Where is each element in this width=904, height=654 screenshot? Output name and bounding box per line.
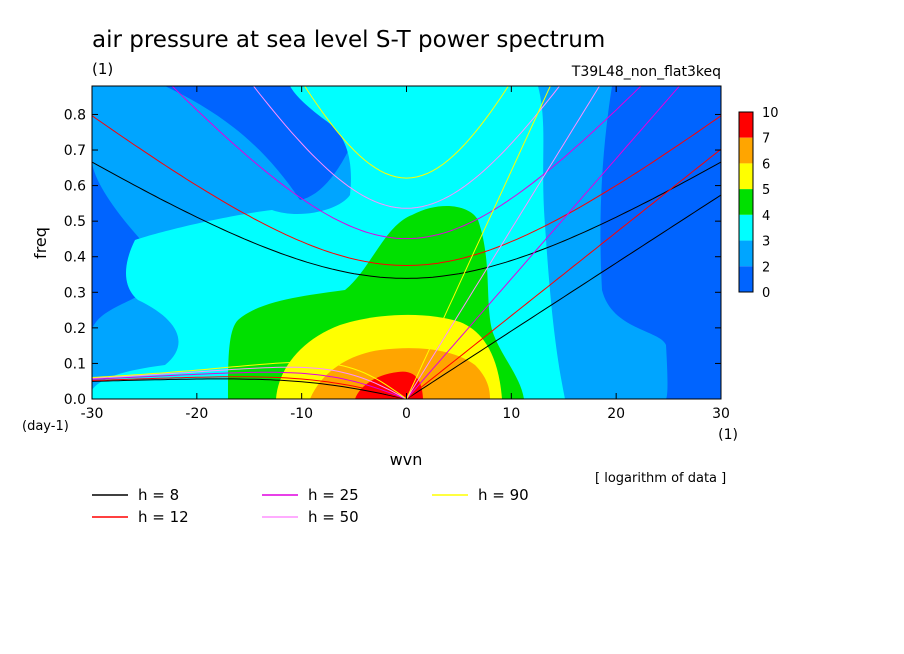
y-tick-label: 0.4 [64,250,86,266]
legend-label: h = 12 [138,508,189,526]
dispersion-curve [92,366,407,399]
x-axis-label: wvn [390,450,423,469]
colorbar-label: 0 [762,286,770,301]
x-axis-unit: (1) [718,427,738,443]
title-unit: (1) [92,60,113,78]
legend-label: h = 50 [308,508,359,526]
dispersion-curve [406,86,681,399]
chart-title: air pressure at sea level S-T power spec… [92,27,605,53]
colorbar: 10 7 6 5 4 3 2 0 [738,106,779,301]
legend: h = 8 h = 12 h = 25 h = 50 h = 90 [92,486,529,526]
colorbar-frame [738,111,754,293]
x-tick-label: 10 [502,406,520,422]
legend-label: h = 90 [478,486,529,504]
log-note: [ logarithm of data ] [595,471,726,486]
dispersion-curves [92,86,721,399]
dispersion-curve [92,376,407,399]
legend-label: h = 25 [308,486,359,504]
x-tick-label: 30 [712,406,730,422]
colorbar-swatch [739,266,753,292]
colorbar-label: 6 [762,157,770,172]
y-tick-label: 0.5 [64,214,86,230]
x-tick-label: -20 [185,406,208,422]
dispersion-curve [92,161,721,279]
x-axis: -30 -20 -10 0 10 20 30 [81,86,730,422]
y-axis-label: freq [31,227,50,259]
colorbar-swatch [739,137,753,164]
dispersion-curve [92,361,407,399]
colorbar-swatch [739,240,753,267]
y-tick-label: 0.2 [64,321,86,337]
y-tick-label: 0.7 [64,143,86,159]
plot-area [92,86,721,399]
colorbar-label: 5 [762,183,770,198]
legend-label: h = 8 [138,486,179,504]
dispersion-curve [304,86,509,179]
colorbar-swatch [739,163,753,190]
y-tick-label: 0.3 [64,285,86,301]
x-tick-label: -10 [290,406,313,422]
x-tick-label: 0 [402,406,411,422]
colorbar-swatch [739,214,753,241]
x-tick-label: 20 [607,406,625,422]
y-axis: 0.0 0.1 0.2 0.3 0.4 0.5 0.6 0.7 0.8 [64,107,721,408]
colorbar-label: 10 [762,106,779,121]
colorbar-swatch [739,189,753,215]
y-tick-label: 0.0 [64,392,86,408]
dispersion-curve [92,115,721,267]
colorbar-swatch [739,112,753,138]
dispersion-curve [171,86,642,240]
y-tick-label: 0.8 [64,107,86,123]
y-tick-label: 0.1 [64,356,86,372]
dispersion-curve [92,371,407,399]
dispersion-curve [406,194,721,399]
colorbar-label: 4 [762,209,770,224]
dispersion-curve [406,86,551,399]
x-tick-label: -30 [81,406,104,422]
dispersion-curve [406,86,601,399]
y-tick-label: 0.6 [64,179,86,195]
y-axis-unit: (day-1) [22,419,69,434]
chart-subtitle: T39L48_non_flat3keq [571,64,721,80]
dispersion-curve [252,86,561,209]
colorbar-label: 2 [762,260,770,275]
dispersion-curve [92,378,407,399]
colorbar-label: 3 [762,235,770,250]
colorbar-label: 7 [762,132,770,147]
dispersion-curve [406,148,721,399]
